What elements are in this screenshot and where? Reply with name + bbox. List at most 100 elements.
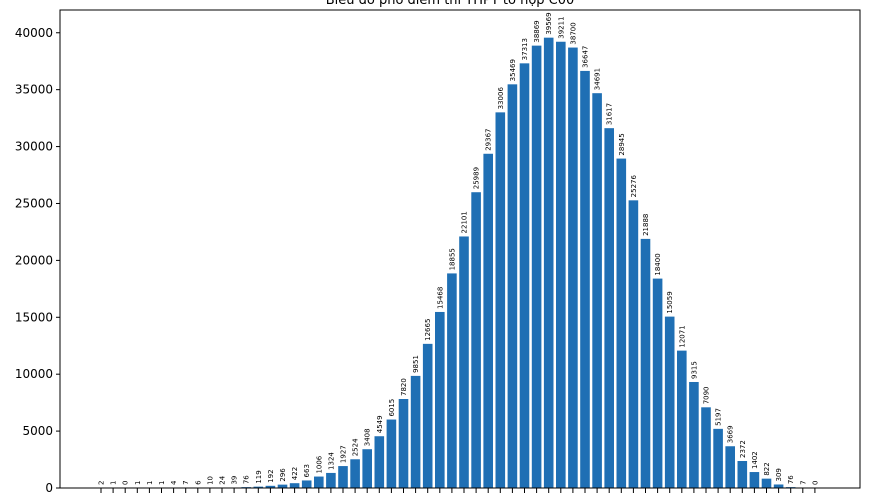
data-label: 33006 <box>497 87 505 110</box>
bar <box>616 158 627 488</box>
data-label: 29367 <box>485 128 493 150</box>
data-label: 7090 <box>703 386 711 404</box>
data-label: 39 <box>231 476 239 485</box>
bar <box>628 200 639 488</box>
data-label: 18855 <box>448 248 456 270</box>
data-label: 34691 <box>594 68 602 90</box>
data-label: 36647 <box>582 46 590 68</box>
data-label: 22101 <box>461 211 469 233</box>
bar <box>556 41 566 488</box>
bar <box>713 428 723 488</box>
bar <box>701 407 711 488</box>
data-label: 21888 <box>642 214 650 236</box>
bar <box>604 128 614 488</box>
plot-frame <box>59 9 861 489</box>
data-label: 9851 <box>412 355 420 373</box>
data-label: 24 <box>219 475 227 484</box>
bar <box>689 381 699 488</box>
data-label: 7 <box>799 480 807 484</box>
data-label: 1927 <box>340 445 348 463</box>
data-label: 119 <box>255 470 263 483</box>
bars <box>96 37 808 489</box>
y-tick-label: 15000 <box>15 310 53 324</box>
data-label: 309 <box>775 468 783 481</box>
y-axis: 0 5000 10000 15000 20000 25000 30000 35000 40000 <box>15 26 60 495</box>
bar <box>471 192 481 488</box>
bar <box>253 486 264 488</box>
data-label: 0 <box>811 481 819 485</box>
bar <box>519 63 530 488</box>
data-label: 37313 <box>521 38 529 60</box>
data-label: 3669 <box>727 425 735 443</box>
y-tick-label: 20000 <box>15 253 53 267</box>
bar <box>386 419 397 488</box>
bar <box>289 483 300 488</box>
bar <box>677 350 687 488</box>
bar <box>749 472 760 488</box>
y-tick-label: 40000 <box>15 26 53 40</box>
data-label: 192 <box>267 469 275 482</box>
bar <box>374 436 385 488</box>
data-label: 39211 <box>557 16 565 38</box>
data-label: 6015 <box>388 399 396 417</box>
bar <box>350 459 360 488</box>
data-label: 25989 <box>473 167 481 189</box>
data-label: 25276 <box>630 175 638 198</box>
y-tick-label: 30000 <box>15 140 53 154</box>
bar <box>398 399 409 488</box>
data-label: 38869 <box>533 20 541 42</box>
data-label: 0 <box>122 481 130 485</box>
chart-title: Biểu đồ phổ điểm thi THPT tổ hợp C00 <box>326 0 575 8</box>
bar <box>640 238 651 488</box>
data-label: 15468 <box>436 287 444 309</box>
bar <box>338 466 348 488</box>
data-label: 38700 <box>569 22 577 44</box>
data-label: 1 <box>110 481 118 485</box>
data-label: 15059 <box>666 291 674 313</box>
bar <box>592 93 602 488</box>
bar <box>277 484 288 488</box>
bar <box>580 70 590 488</box>
data-label: 10 <box>206 476 214 485</box>
bar <box>737 461 748 488</box>
y-tick-label: 5000 <box>22 424 53 438</box>
data-label: 2524 <box>352 438 360 456</box>
data-label: 7 <box>182 480 190 484</box>
data-label: 422 <box>291 467 299 480</box>
data-label: 296 <box>279 468 287 482</box>
y-tick-label: 10000 <box>15 367 53 381</box>
data-label: 31617 <box>606 103 614 125</box>
data-label: 35469 <box>509 59 517 81</box>
data-label: 1 <box>158 481 166 485</box>
bar <box>664 316 675 488</box>
bar <box>652 278 663 488</box>
bar <box>326 472 336 488</box>
data-label: 12071 <box>678 325 686 347</box>
data-label: 2 <box>98 481 106 485</box>
bar <box>422 343 433 488</box>
data-label: 7820 <box>400 378 408 396</box>
bar <box>543 37 554 489</box>
bar <box>568 47 578 489</box>
bar <box>447 273 457 488</box>
bar <box>761 478 772 488</box>
y-tick-label: 0 <box>45 481 53 495</box>
data-label: 1006 <box>315 455 323 473</box>
bar <box>507 84 518 488</box>
data-label: 39569 <box>545 12 553 34</box>
data-label: 76 <box>243 475 251 484</box>
bar <box>459 236 469 488</box>
bar <box>314 476 324 488</box>
data-label: 4549 <box>376 415 384 433</box>
bar <box>773 484 784 488</box>
data-label: 822 <box>763 462 771 475</box>
data-label: 1402 <box>751 451 759 469</box>
data-label: 4 <box>170 480 178 485</box>
data-label: 9315 <box>690 361 698 379</box>
data-label: 28945 <box>618 133 626 155</box>
data-label: 1 <box>134 481 142 485</box>
data-label: 2372 <box>739 440 747 458</box>
data-label: 1 <box>146 481 154 485</box>
bar <box>410 375 421 488</box>
